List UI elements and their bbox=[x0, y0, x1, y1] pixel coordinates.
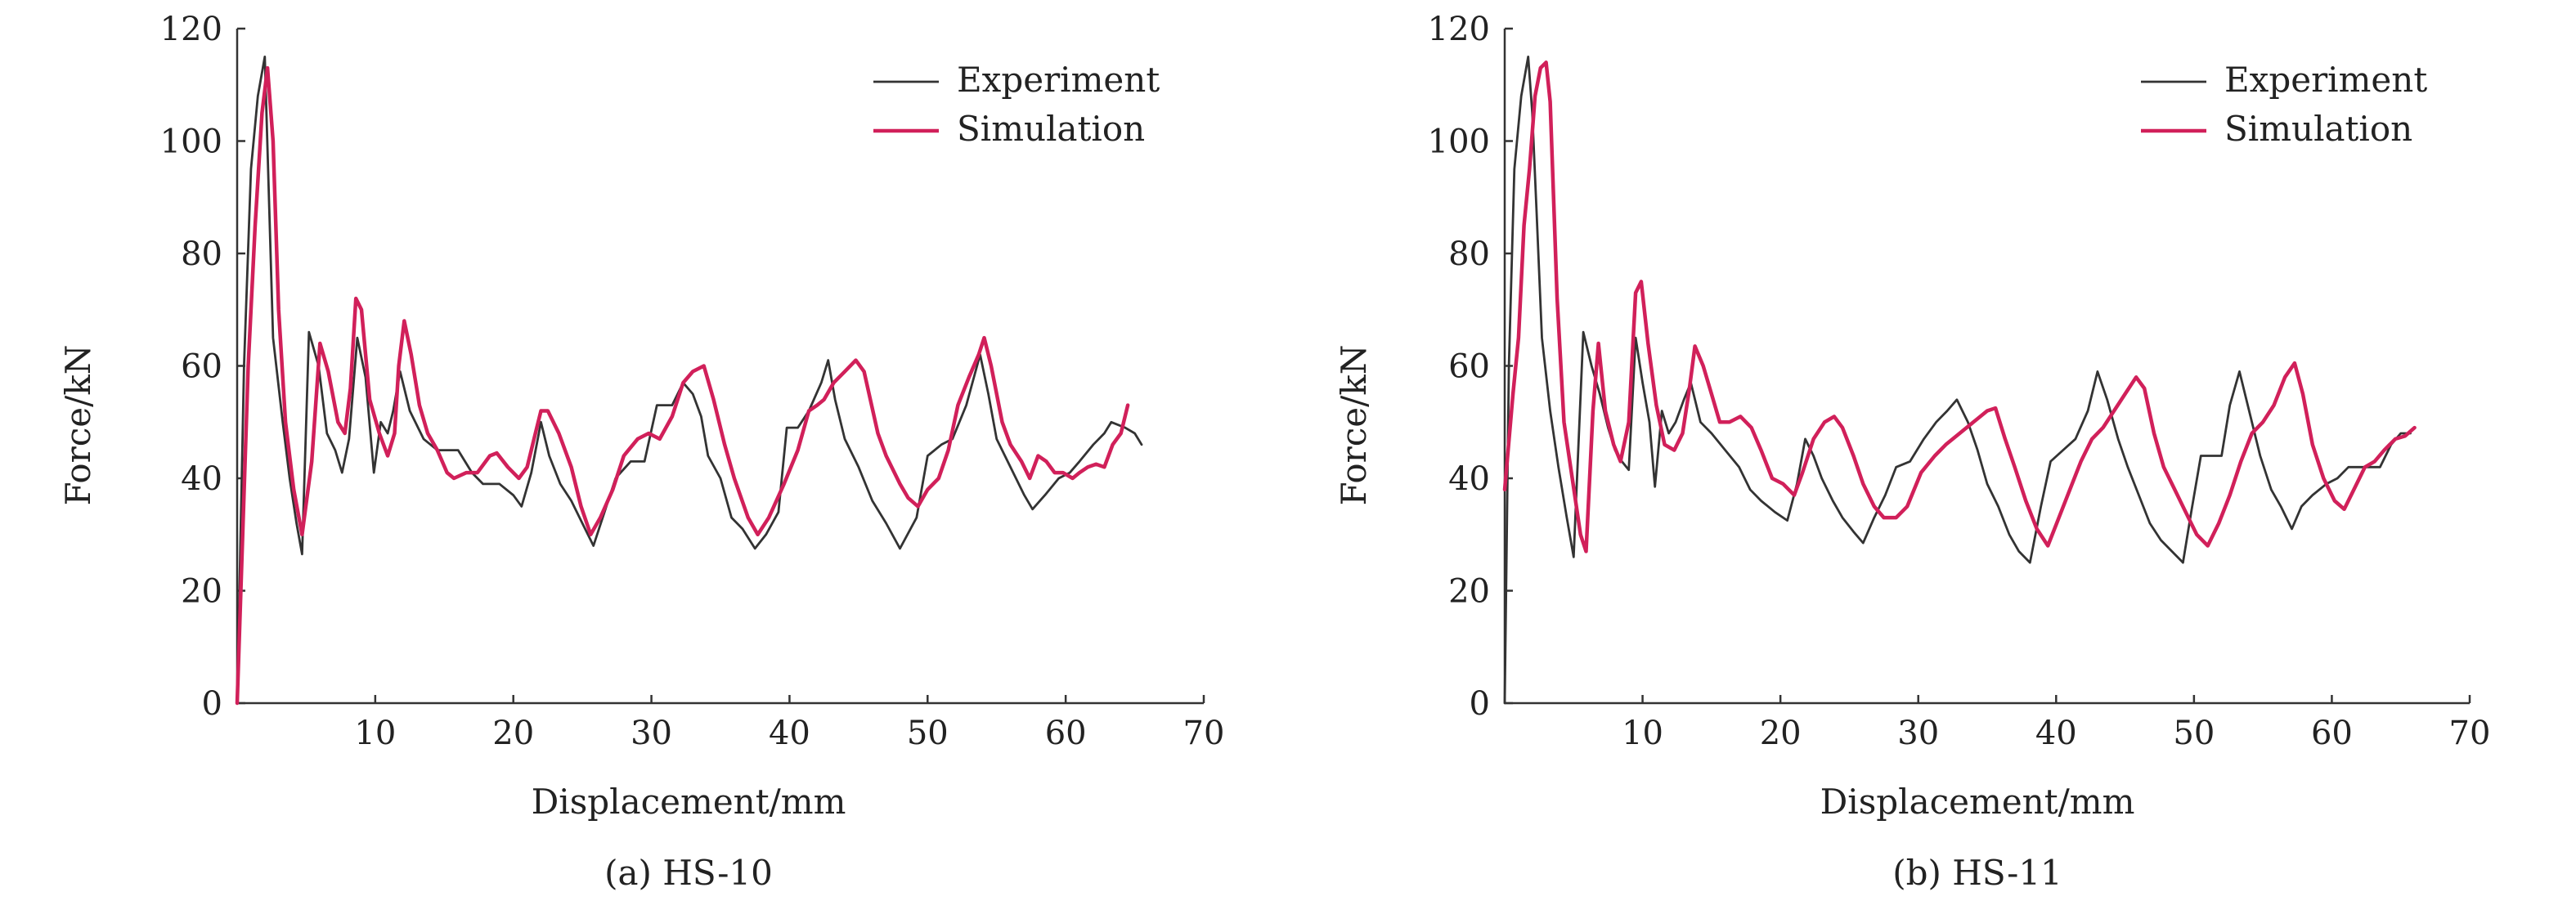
x-tick-label: 40 bbox=[2035, 715, 2077, 752]
y-tick-label: 60 bbox=[1448, 348, 1490, 386]
x-tick-label: 30 bbox=[631, 715, 672, 752]
legend-experiment-label: Experiment bbox=[957, 60, 1160, 100]
chart-panel-hs-11: Force/kN Displacement/mm (b) HS-11 Exper… bbox=[1334, 11, 2490, 893]
x-tick-label: 20 bbox=[492, 715, 534, 752]
x-axis-title: Displacement/mm bbox=[1820, 782, 2135, 822]
y-axis-title: Force/kN bbox=[1334, 345, 1374, 506]
x-axis-title: Displacement/mm bbox=[532, 782, 846, 822]
y-tick-label: 120 bbox=[1428, 11, 1490, 48]
y-tick-label: 100 bbox=[1428, 123, 1490, 161]
x-tick-label: 50 bbox=[2173, 715, 2215, 752]
legend-simulation-label: Simulation bbox=[957, 109, 1145, 149]
y-tick-label: 60 bbox=[181, 348, 222, 386]
x-tick-label: 60 bbox=[1045, 715, 1087, 752]
x-tick-label: 60 bbox=[2311, 715, 2353, 752]
y-tick-label: 40 bbox=[181, 460, 222, 498]
x-tick-label: 10 bbox=[354, 715, 396, 752]
chart-panel-hs-10: Force/kN Displacement/mm (a) HS-10 Exper… bbox=[58, 11, 1224, 893]
y-tick-label: 0 bbox=[202, 685, 222, 723]
x-tick-label: 20 bbox=[1760, 715, 1802, 752]
x-tick-label: 50 bbox=[907, 715, 949, 752]
y-tick-label: 80 bbox=[181, 235, 222, 273]
y-tick-label: 120 bbox=[160, 11, 222, 48]
panel-caption: (a) HS-10 bbox=[604, 853, 773, 893]
experiment-series-line bbox=[1503, 56, 2412, 705]
y-tick-label: 20 bbox=[181, 573, 222, 611]
x-tick-label: 10 bbox=[1622, 715, 1663, 752]
simulation-series-line bbox=[235, 65, 1130, 706]
x-tick-label: 70 bbox=[2449, 715, 2491, 752]
y-tick-label: 20 bbox=[1448, 573, 1490, 611]
y-tick-label: 80 bbox=[1448, 235, 1490, 273]
x-tick-label: 30 bbox=[1897, 715, 1939, 752]
x-tick-label: 40 bbox=[769, 715, 810, 752]
y-tick-label: 40 bbox=[1448, 460, 1490, 498]
x-tick-label: 70 bbox=[1183, 715, 1225, 752]
legend-simulation-label: Simulation bbox=[2224, 109, 2412, 149]
y-tick-label: 100 bbox=[160, 123, 222, 161]
legend-experiment-label: Experiment bbox=[2224, 60, 2427, 100]
y-tick-label: 0 bbox=[1470, 685, 1490, 723]
panel-caption: (b) HS-11 bbox=[1892, 853, 2062, 893]
y-axis-title: Force/kN bbox=[58, 345, 98, 506]
experiment-series-line bbox=[236, 56, 1143, 705]
simulation-series-line bbox=[1502, 61, 2417, 554]
